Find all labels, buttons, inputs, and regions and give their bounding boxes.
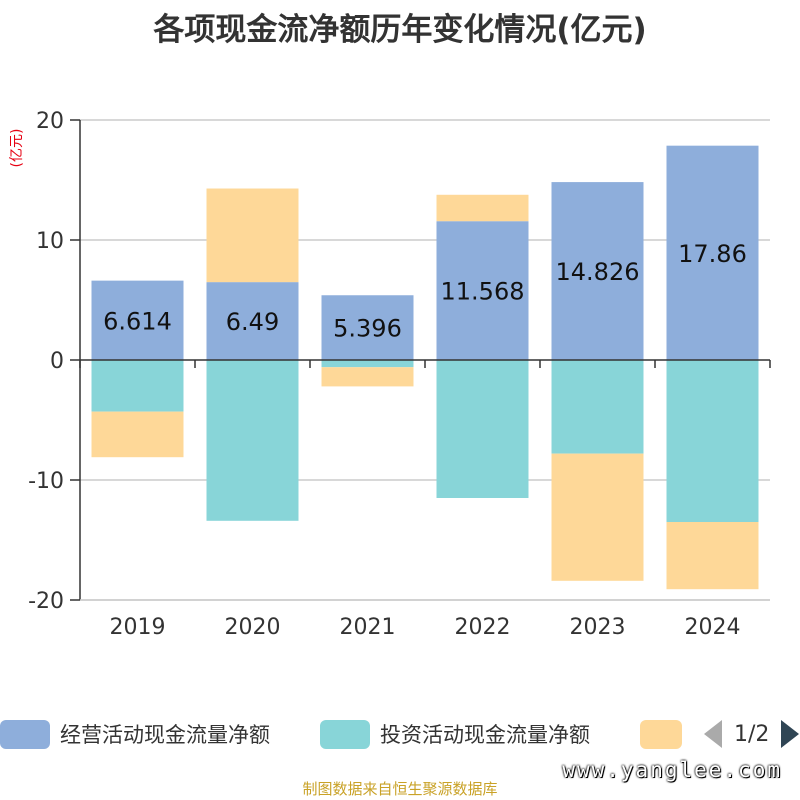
- pager-text: 1/2: [734, 721, 770, 747]
- source-note: 制图数据来自恒生聚源数据库: [302, 780, 498, 798]
- data-label: 14.826: [556, 258, 640, 286]
- x-tick-label: 2023: [570, 615, 626, 640]
- x-tick-label: 2024: [685, 615, 741, 640]
- bar-2023-series-0[interactable]: [551, 182, 644, 360]
- x-tick-label: 2022: [455, 615, 511, 640]
- data-label: 17.86: [678, 240, 747, 268]
- legend-item-investing[interactable]: 投资活动现金流量净额: [320, 716, 590, 752]
- bar-2023-series-1[interactable]: [551, 360, 644, 454]
- bar-2021-series-0[interactable]: [321, 295, 414, 360]
- y-tick-label: -10: [28, 469, 64, 494]
- legend-item-operating[interactable]: 经营活动现金流量净额: [0, 716, 270, 752]
- bar-2022-series-1[interactable]: [436, 360, 529, 498]
- pager-next-icon[interactable]: [781, 720, 800, 748]
- bar-2020-series-0[interactable]: [206, 282, 299, 360]
- bars: [91, 145, 759, 590]
- x-tick-label: 2020: [225, 615, 281, 640]
- legend-label-investing: 投资活动现金流量净额: [380, 723, 590, 747]
- bar-2023-series-2[interactable]: [551, 453, 644, 581]
- legend-item-third[interactable]: [640, 716, 682, 752]
- x-tick-label: 2021: [340, 615, 396, 640]
- bar-2024-series-1[interactable]: [666, 360, 759, 522]
- bar-2020-series-1[interactable]: [206, 360, 299, 521]
- data-labels: 6.614 6.49 5.396 11.568 14.826 17.86: [103, 240, 747, 343]
- bar-2019-series-2[interactable]: [91, 411, 184, 458]
- bar-2021-series-1[interactable]: [321, 360, 414, 368]
- x-tick-label: 2019: [110, 615, 166, 640]
- data-label: 6.49: [226, 308, 279, 336]
- bar-2021-series-2[interactable]: [321, 367, 414, 387]
- axes: 20 10 0 -10 -20 2019 2020 2021 2022 2023 2024: [28, 109, 771, 640]
- pager-prev-icon[interactable]: [704, 720, 722, 748]
- bar-2019-series-0[interactable]: [91, 280, 184, 360]
- legend-swatch-operating: [0, 719, 50, 749]
- data-label: 6.614: [103, 307, 172, 335]
- y-axis-label: (亿元): [9, 129, 25, 168]
- bar-2022-series-2[interactable]: [436, 194, 529, 222]
- y-tick-label: 0: [50, 349, 64, 374]
- legend-swatch-third: [640, 719, 682, 749]
- data-label: 11.568: [441, 278, 525, 306]
- data-label: 5.396: [333, 315, 402, 343]
- bar-2024-series-0[interactable]: [666, 145, 759, 360]
- legend-pager: 1/2: [704, 716, 800, 752]
- y-tick-label: -20: [28, 589, 64, 614]
- bar-2020-series-2[interactable]: [206, 188, 299, 283]
- legend-swatch-investing: [320, 719, 370, 749]
- watermark: www.yanglee.com: [562, 758, 782, 782]
- legend-label-operating: 经营活动现金流量净额: [60, 723, 270, 747]
- bar-2022-series-0[interactable]: [436, 221, 529, 360]
- chart-title: 各项现金流净额历年变化情况(亿元): [153, 12, 647, 48]
- bar-2024-series-2[interactable]: [666, 522, 759, 590]
- bar-2019-series-1[interactable]: [91, 360, 184, 412]
- y-tick-label: 10: [36, 229, 64, 254]
- legend: 经营活动现金流量净额 投资活动现金流量净额 1/2: [0, 716, 800, 752]
- y-tick-label: 20: [36, 109, 64, 134]
